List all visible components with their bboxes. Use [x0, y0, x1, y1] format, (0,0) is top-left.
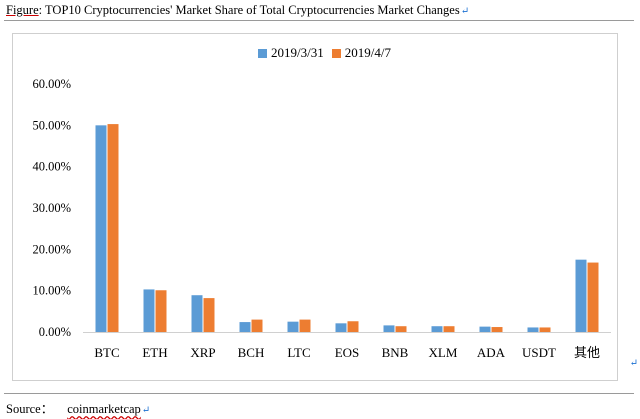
bar-series-2	[443, 326, 455, 332]
figure-caption-prefix: Figure	[6, 3, 39, 17]
y-tick-label: 10.00%	[32, 284, 71, 298]
top-divider	[4, 20, 634, 21]
chart-legend: 2019/3/31 2019/4/7	[258, 45, 391, 61]
x-tick-label: BNB	[382, 345, 409, 360]
x-tick-label: EOS	[335, 345, 360, 360]
y-tick-label: 20.00%	[32, 242, 71, 256]
bar-series-2	[587, 262, 599, 332]
x-tick-label: BCH	[238, 345, 265, 360]
side-paragraph-mark: ↵	[629, 358, 638, 369]
legend-swatch-series-2	[331, 48, 341, 58]
source-paragraph-mark: ↵	[141, 405, 151, 416]
bar-series-2	[395, 326, 407, 332]
bar-series-1	[335, 323, 347, 332]
source-value: coinmarketcap	[67, 402, 141, 416]
bar-series-2	[299, 319, 311, 332]
source-label: Source：	[6, 402, 54, 416]
bar-series-2	[251, 319, 263, 332]
chart-area: 0.00% 10.00% 20.00% 30.00% 40.00% 50.00% 60.00…	[12, 33, 618, 381]
y-tick-label: 40.00%	[32, 160, 71, 174]
figure-caption-text: : TOP10 Cryptocurrencies' Market Share o…	[38, 3, 460, 17]
legend-label-series-2: 2019/4/7	[344, 45, 391, 60]
bar-series-1	[527, 327, 539, 332]
y-tick-label: 50.00%	[32, 118, 71, 132]
legend-swatch-series-1	[258, 48, 267, 58]
bar-series-1	[431, 326, 443, 332]
bar-series-1	[95, 125, 107, 332]
bar-series-2	[539, 327, 551, 332]
x-tick-label: 其他	[574, 345, 600, 360]
source-line: Source： coinmarketcap↵	[6, 398, 150, 417]
bar-series-1	[479, 326, 491, 332]
bar-chart: 0.00% 10.00% 20.00% 30.00% 40.00% 50.00% 60.00…	[32, 77, 611, 360]
bar-series-1	[287, 321, 299, 332]
bar-series-2	[203, 298, 215, 332]
x-tick-label: XLM	[429, 345, 458, 360]
bar-series-2	[491, 327, 503, 332]
bottom-divider	[4, 393, 634, 394]
y-tick-label: 60.00%	[32, 77, 71, 91]
paragraph-mark: ↵	[460, 6, 470, 17]
bar-series-1	[383, 325, 395, 332]
x-tick-label: ADA	[477, 345, 506, 360]
bar-series-2	[347, 321, 359, 332]
figure-caption: Figure: TOP10 Cryptocurrencies' Market S…	[6, 2, 469, 20]
bar-series-2	[107, 124, 119, 333]
bar-series-1	[143, 289, 155, 332]
x-tick-label: ETH	[142, 345, 167, 360]
legend-item-series-1: 2019/3/31	[258, 45, 324, 61]
bar-series-2	[155, 290, 167, 332]
x-tick-label: BTC	[94, 345, 119, 360]
legend-item-series-2: 2019/4/7	[331, 45, 391, 61]
bar-series-1	[575, 259, 587, 332]
bar-series-1	[239, 322, 251, 332]
x-tick-label: LTC	[287, 345, 310, 360]
x-tick-label: XRP	[190, 345, 215, 360]
bar-series-1	[191, 295, 203, 332]
y-tick-label: 30.00%	[32, 201, 71, 215]
legend-label-series-1: 2019/3/31	[271, 45, 324, 60]
x-tick-label: USDT	[522, 345, 556, 360]
y-tick-label: 0.00%	[39, 325, 71, 339]
